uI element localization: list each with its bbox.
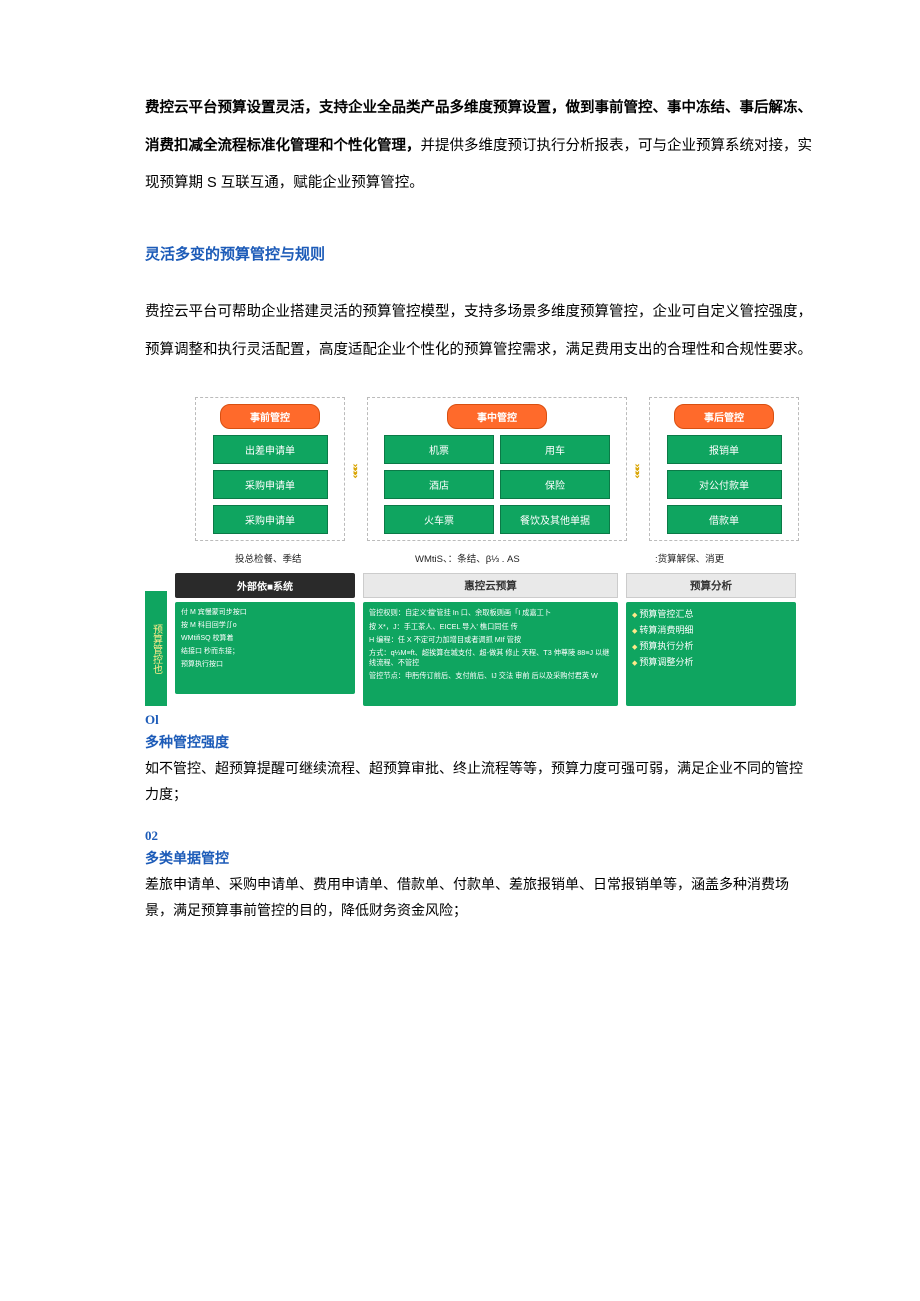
diagram-group-before: 事前管控 出差申请单 采购申请单 采购申请单 [195,397,345,541]
feature-num: Ol [145,712,820,728]
col-head-external: 外部依■系统 [175,573,355,598]
box-item: 机票 [384,435,494,464]
box-item: 用车 [500,435,610,464]
box-item: 出差申请单 [213,435,328,464]
feature-block-1: Ol 多种管控强度 如不管控、超预算提醒可继续流程、超预算审批、终止流程等等，预… [145,712,820,808]
col-head-analysis: 预算分析 [626,573,796,598]
feature-block-2: 02 多类单据管控 差旅申请单、采购申请单、费用申请单、借款单、付款单、差旅报销… [145,828,820,924]
pill-before: 事前管控 [220,404,320,429]
diagram-vlabel: 预算管控也 [145,591,167,706]
feature-title: 多种管控强度 [145,732,820,752]
diagram-process: 事前管控 出差申请单 采购申请单 采购申请单 »»» 事中管控 机票 用车 酒店… [195,397,810,565]
section-title-1: 灵活多变的预算管控与规则 [145,243,820,264]
arrow-icon: »»» [633,463,643,476]
diagram-col-analysis: 预算分析 预算管控汇总 转算消费明细 预算执行分析 预算调整分析 [626,573,796,706]
box-item: 餐饮及其他单据 [500,505,610,534]
caption: :货算解保、消更 [635,551,795,565]
diagram-captions: 投总检餐、季结 WMtiS、：条结、β⅓ . AS :货算解保、消更 [195,551,810,565]
box-item: 保险 [500,470,610,499]
col-head-budget: 惠控云预算 [363,573,618,598]
intro-paragraph: 费控云平台预算设置灵活，支持企业全品类产品多维度预算设置，做到事前管控、事中冻结… [145,90,820,203]
caption: 投总检餐、季结 [195,551,375,565]
box-item: 采购申请单 [213,470,328,499]
col-body-budget: 管控权则：自定义'擅'管挂 In 口、余取板则画「I 成嘉工卜 按 X*，J：手… [363,602,618,706]
box-item: 酒店 [384,470,494,499]
box-item: 借款单 [667,505,782,534]
feature-title: 多类单据管控 [145,848,820,868]
pill-after: 事后管控 [674,404,774,429]
diagram-architecture: 预算管控也 外部依■系统 付 M 宾慢蒙司步按口 按 M 科目回学∬o WMti… [145,573,845,706]
feature-text: 差旅申请单、采购申请单、费用申请单、借款单、付款单、差旅报销单、日常报销单等，涵… [145,872,815,924]
diagram-group-after: 事后管控 报销单 对公付款单 借款单 [649,397,799,541]
feature-num: 02 [145,828,820,844]
pill-during: 事中管控 [447,404,547,429]
arrow-icon: »»» [351,463,361,476]
feature-text: 如不管控、超预算提醒可继续流程、超预算审批、终止流程等等，预算力度可强可弱，满足… [145,756,815,808]
box-item: 对公付款单 [667,470,782,499]
col-body-analysis: 预算管控汇总 转算消费明细 预算执行分析 预算调整分析 [626,602,796,706]
box-item: 采购申请单 [213,505,328,534]
diagram-group-during: 事中管控 机票 用车 酒店 保险 火车票 餐饮及其他单据 [367,397,627,541]
caption: WMtiS、：条结、β⅓ . AS [375,551,635,565]
col-body-external: 付 M 宾慢蒙司步按口 按 M 科目回学∬o WMtifiSQ 校算着 结接口 … [175,602,355,694]
section-text-1: 费控云平台可帮助企业搭建灵活的预算管控模型，支持多场景多维度预算管控，企业可自定… [145,294,820,369]
box-item: 火车票 [384,505,494,534]
diagram-col-external: 外部依■系统 付 M 宾慢蒙司步按口 按 M 科目回学∬o WMtifiSQ 校… [175,573,355,706]
box-item: 报销单 [667,435,782,464]
diagram-col-budget: 惠控云预算 管控权则：自定义'擅'管挂 In 口、余取板则画「I 成嘉工卜 按 … [363,573,618,706]
